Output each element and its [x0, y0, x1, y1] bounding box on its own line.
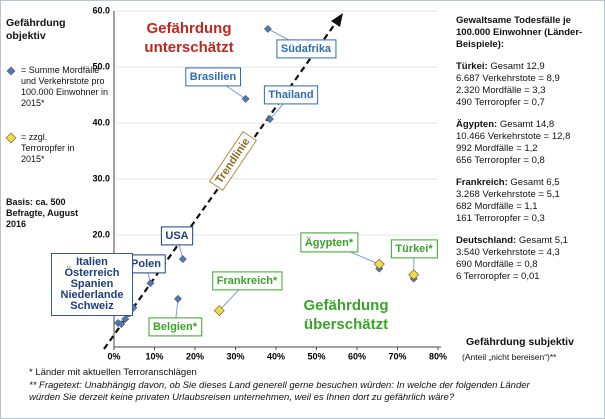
footnotes: * Länder mit aktuellen Terroranschlägen *…	[29, 367, 549, 405]
legend-marker	[5, 132, 17, 144]
panel-block: Türkei: Gesamt 12,9 6.687 Verkehrstote = …	[456, 61, 604, 109]
footnote: * Länder mit aktuellen Terroranschlägen	[29, 367, 197, 378]
panel-line: 3.540 Verkehrstote = 4,3	[456, 247, 560, 258]
group-item: Spanien	[70, 278, 114, 290]
point	[178, 255, 187, 264]
panel-block: Deutschland: Gesamt 5,1 3.540 Verkehrstot…	[456, 235, 604, 283]
panel-total: Gesamt 12,9	[490, 61, 545, 72]
panel-block: Ägypten: Gesamt 14,8 10.466 Verkehrstote …	[456, 119, 604, 167]
x-axis-sublabel: (Anteil „nicht bereisen“)**	[462, 352, 557, 362]
point	[241, 94, 250, 103]
panel-line: 6.687 Verkehrstote = 8,9	[456, 73, 560, 84]
group-item: Niederlande	[60, 289, 124, 301]
label-box	[263, 85, 319, 105]
footnote: ** Fragetext: Unabhängig davon, ob Sie d…	[29, 379, 530, 404]
trend-text: Trendlinie	[213, 136, 252, 186]
basis-note: Basis: ca. 500 Befragte, August 2016	[6, 197, 79, 229]
x-tick-label: 0%	[107, 351, 120, 361]
label-box	[160, 226, 194, 246]
panel-title: Gewaltsame Todesfälle je 100.000 Einwohn…	[456, 15, 583, 50]
panel-line: 992 Mordfälle = 1,2	[456, 143, 538, 154]
panel-heading: Deutschland: Gesamt 5,1	[456, 235, 604, 247]
y-tick-label: 20.0	[92, 229, 110, 239]
legend-text: = zzgl. Terroropfer in 2015*	[21, 132, 75, 164]
info-panel: Gewaltsame Todesfälle je 100.000 Einwohn…	[456, 15, 604, 283]
group-item: Italien	[76, 256, 108, 268]
panel-total: Gesamt 14,8	[499, 119, 555, 130]
panel-line: 690 Mordfälle = 0,8	[456, 259, 538, 270]
point-label: Ägypten*	[305, 236, 354, 249]
x-tick-label: 10%	[145, 351, 163, 361]
panel-heading: Türkei: Gesamt 12,9	[456, 61, 604, 73]
point-label: Südafrika	[281, 43, 332, 55]
label-box	[148, 317, 203, 337]
panel-line: 490 Terroropfer = 0,7	[456, 97, 545, 108]
group-label: Italien Österreich Spanien Niederlande Schwe…	[51, 253, 133, 316]
point-label: Belgien*	[153, 321, 198, 333]
point	[117, 320, 126, 328]
y-axis-label: Gefährdung objektiv	[6, 17, 66, 42]
x-axis-label: Gefährdung subjektiv	[466, 336, 574, 348]
y-tick-label: 30.0	[92, 173, 110, 183]
label-box	[276, 39, 337, 59]
legend-marker	[6, 66, 16, 76]
point-labels: Südafrika Brasilien Thailand USA Polen Frankr…	[126, 28, 438, 337]
panel-line: 161 Terroropfer = 0,3	[456, 213, 545, 224]
group-item: Österreich	[64, 267, 120, 279]
x-tick-label: 80%	[429, 351, 447, 361]
panel-block: Frankreich: Gesamt 6,5 3.268 Verkehrstote…	[456, 177, 604, 225]
y-tick-label: 40.0	[92, 117, 110, 127]
point	[266, 115, 274, 124]
x-tick-label: 60%	[348, 351, 366, 361]
label-box	[185, 67, 242, 87]
x-tick-label: 50%	[307, 351, 325, 361]
panel-line: 682 Mordfälle = 1,1	[456, 201, 538, 212]
label-box	[300, 232, 359, 253]
zone-over: Gefährdung überschätzt	[303, 297, 389, 333]
panel-country: Frankreich:	[456, 177, 508, 188]
point	[263, 24, 272, 33]
x-tick-label: 70%	[388, 351, 406, 361]
point-label: Brasilien	[190, 71, 237, 83]
panel-total: Gesamt 5,1	[518, 235, 568, 246]
x-tick-label: 20%	[186, 351, 204, 361]
point	[213, 305, 225, 317]
point	[373, 258, 385, 270]
panel-heading: Frankreich: Gesamt 6,5	[456, 177, 604, 189]
panel-line: 656 Terroropfer = 0,8	[456, 155, 545, 166]
legend-text: = Summe Mordfälle und Verkehrstote pro 1…	[21, 65, 109, 108]
panel-total: Gesamt 6,5	[510, 177, 560, 188]
point	[174, 294, 182, 303]
point	[408, 269, 420, 281]
panel-line: 10.466 Verkehrstote = 12,8	[456, 131, 571, 142]
label-box	[390, 239, 438, 259]
point-label: Frankreich*	[217, 275, 278, 287]
point-label: Thailand	[268, 89, 313, 101]
panel-line: 6 Terroropfer = 0,01	[456, 271, 540, 282]
point-label: Türkei*	[395, 243, 433, 255]
point	[146, 279, 155, 288]
trend-label: Trendlinie	[208, 130, 258, 191]
panel-line: 2.320 Mordfälle = 3,3	[456, 85, 546, 96]
y-tick-label: 60.0	[92, 5, 110, 15]
panel-country: Deutschland:	[456, 235, 517, 246]
panel-country: Türkei:	[456, 61, 488, 72]
label-box	[212, 271, 283, 291]
trend-arrow	[331, 13, 343, 27]
y-tick-label: 50.0	[92, 61, 110, 71]
zone-under: Gefährdung unterschätzt	[144, 20, 234, 56]
panel-line: 3.268 Verkehrstote = 5,1	[456, 189, 560, 200]
point-label: Polen	[131, 258, 161, 270]
panel-heading: Ägypten: Gesamt 14,8	[456, 119, 604, 131]
point	[121, 315, 130, 323]
point-label: USA	[165, 230, 188, 242]
panel-country: Ägypten:	[456, 119, 498, 130]
x-tick-label: 30%	[226, 351, 244, 361]
x-tick-label: 40%	[267, 351, 285, 361]
trend-box	[208, 130, 258, 191]
group-item: Schweiz	[70, 300, 114, 312]
